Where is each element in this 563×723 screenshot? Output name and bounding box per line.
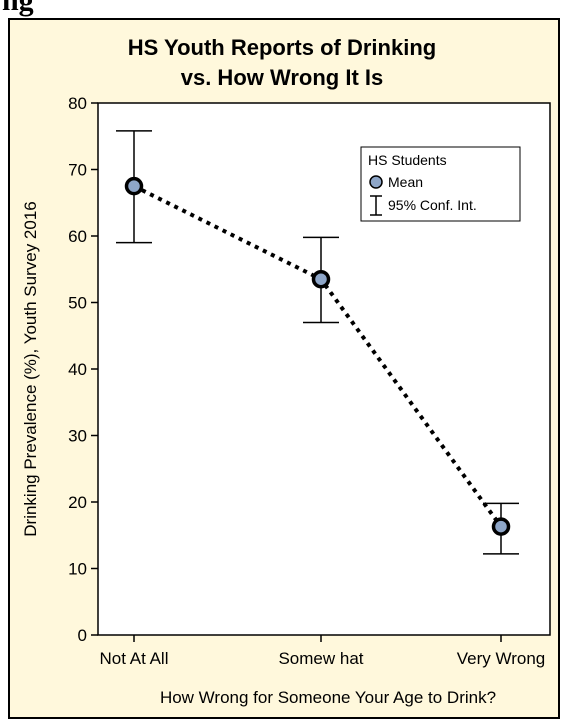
y-tick-label: 20 [68,493,87,512]
y-tick-label: 10 [68,560,87,579]
x-axis: Not At All Somew hat Very Wrong [100,635,546,668]
y-tick-label: 70 [68,161,87,180]
x-tick-label: Somew hat [278,649,363,668]
legend-title: HS Students [368,152,447,168]
y-tick-label: 0 [78,626,87,645]
y-tick-label: 40 [68,360,87,379]
legend: HS Students Mean 95% Conf. Int. [360,146,521,222]
x-tick-label: Very Wrong [457,649,546,668]
chart-title-line-1: HS Youth Reports of Drinking [128,35,436,60]
x-axis-label: How Wrong for Someone Your Age to Drink? [160,688,496,707]
mean-point [491,517,511,536]
y-tick-label: 30 [68,427,87,446]
y-tick-label: 60 [68,227,87,246]
legend-box [360,146,521,222]
cropped-header-label: ng [2,0,34,17]
legend-mean-label: Mean [388,174,423,190]
y-tick-label: 80 [68,94,87,113]
mean-point [124,176,144,196]
legend-ci-label: 95% Conf. Int. [388,197,477,213]
y-axis-label: Drinking Prevalence (%), Youth Survey 20… [21,201,40,536]
cropped-header-text: ng [0,0,563,18]
y-axis: 0 10 20 30 40 50 60 70 80 [68,94,98,645]
chart-marks [116,130,519,555]
y-tick-label: 50 [68,294,87,313]
mean-point [311,269,331,289]
legend-mean-marker [369,175,383,189]
chart-svg: HS Youth Reports of Drinking vs. How Wro… [21,35,551,707]
legend-ci-icon [370,195,382,216]
x-tick-label: Not At All [100,649,169,668]
chart-panel: HS Youth Reports of Drinking vs. How Wro… [8,18,560,719]
chart-title-line-2: vs. How Wrong It Is [181,65,384,90]
